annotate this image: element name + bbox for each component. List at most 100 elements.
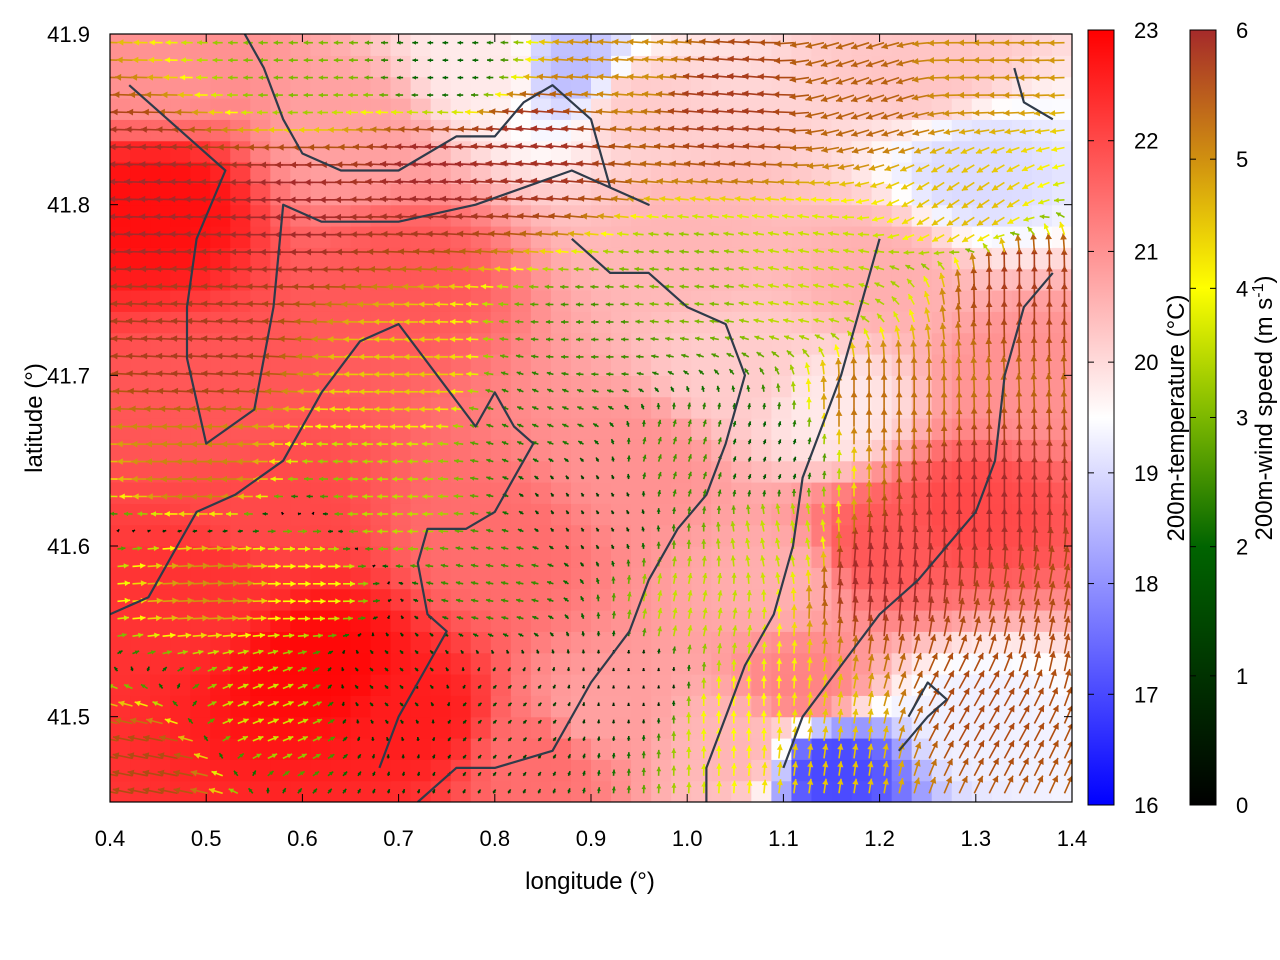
heatmap-cell — [611, 524, 632, 547]
wind-arrow-head — [98, 735, 105, 742]
heatmap-cell — [611, 332, 632, 355]
heatmap-cell — [731, 418, 752, 440]
heatmap-cell — [731, 780, 752, 802]
heatmap-cell — [510, 34, 532, 56]
heatmap-cell — [490, 204, 512, 227]
heatmap-cell — [871, 695, 893, 718]
heatmap-cell — [210, 759, 231, 782]
heatmap-cell — [591, 396, 612, 419]
heatmap-cell — [370, 418, 392, 440]
heatmap-cell — [170, 396, 191, 419]
heatmap-cell — [671, 226, 692, 248]
heatmap-cell — [691, 716, 712, 739]
heatmap-cell — [130, 55, 151, 78]
heatmap-cell — [550, 567, 572, 590]
heatmap-cell — [130, 695, 151, 718]
heatmap-cell — [490, 524, 512, 547]
heatmap-cell — [330, 482, 352, 504]
heatmap-cell — [470, 34, 492, 56]
heatmap-cell — [591, 631, 612, 654]
heatmap-cell — [931, 162, 953, 184]
heatmap-cell — [370, 567, 392, 590]
heatmap-cell — [530, 631, 552, 654]
heatmap-cell — [270, 546, 291, 568]
heatmap-cell — [1051, 247, 1072, 270]
heatmap-cell — [470, 268, 492, 291]
heatmap-cell — [450, 418, 472, 440]
heatmap-cell — [370, 695, 392, 718]
heatmap-cell — [330, 610, 352, 632]
heatmap-cell — [530, 482, 552, 504]
heatmap-cell — [110, 226, 131, 248]
heatmap-cell — [410, 140, 432, 163]
heatmap-cell — [350, 588, 372, 611]
heatmap-cell — [591, 460, 612, 483]
heatmap-cell — [350, 396, 372, 419]
heatmap-cell — [711, 290, 732, 312]
heatmap-cell — [671, 546, 692, 568]
heatmap-cell — [711, 140, 732, 163]
heatmap-cell — [550, 439, 572, 462]
heatmap-cell — [711, 98, 732, 120]
heatmap-cell — [711, 226, 732, 248]
heatmap-cell — [1031, 162, 1053, 184]
heatmap-cell — [430, 226, 452, 248]
heatmap-cell — [450, 183, 472, 206]
heatmap-cell — [490, 226, 512, 248]
heatmap-cell — [731, 567, 752, 590]
heatmap-cell — [651, 140, 672, 163]
heatmap-cell — [510, 738, 532, 760]
heatmap-cell — [250, 546, 271, 568]
heatmap-cell — [791, 588, 813, 611]
heatmap-cell — [931, 55, 953, 78]
heatmap-cell — [330, 780, 352, 802]
heatmap-cell — [350, 716, 372, 739]
heatmap-cell — [991, 418, 1013, 440]
heatmap-cell — [410, 396, 432, 419]
heatmap-cell — [651, 674, 672, 696]
heatmap-cell — [691, 588, 712, 611]
heatmap-cell — [550, 34, 572, 56]
heatmap-cell — [410, 290, 432, 312]
heatmap-cell — [330, 738, 352, 760]
heatmap-cell — [490, 439, 512, 462]
heatmap-cell — [290, 546, 312, 568]
heatmap-cell — [1031, 140, 1053, 163]
heatmap-cell — [370, 290, 392, 312]
heatmap-cell — [991, 524, 1013, 547]
heatmap-cell — [771, 311, 793, 334]
heatmap-cell — [430, 460, 452, 483]
heatmap-cell — [490, 738, 512, 760]
heatmap-cell — [631, 34, 652, 56]
heatmap-cell — [150, 631, 171, 654]
heatmap-cell — [951, 396, 973, 419]
heatmap-cell — [971, 226, 993, 248]
heatmap-cell — [530, 396, 552, 419]
heatmap-cell — [631, 780, 652, 802]
heatmap-cell — [891, 780, 913, 802]
heatmap-cell — [811, 140, 833, 163]
heatmap-cell — [871, 140, 893, 163]
heatmap-cell — [250, 354, 271, 376]
heatmap-cell — [430, 695, 452, 718]
heatmap-cell — [310, 290, 332, 312]
heatmap-cell — [671, 716, 692, 739]
heatmap-cell — [390, 55, 412, 78]
heatmap-cell — [550, 460, 572, 483]
heatmap-cell — [771, 546, 793, 568]
heatmap-cell — [190, 396, 211, 419]
heatmap-cell — [210, 55, 231, 78]
heatmap-cell — [370, 183, 392, 206]
heatmap-cell — [711, 396, 732, 419]
heatmap-cell — [651, 34, 672, 56]
heatmap-cell — [791, 268, 813, 291]
heatmap-cell — [150, 247, 171, 270]
heatmap-cell — [450, 482, 472, 504]
heatmap-cell — [450, 162, 472, 184]
heatmap-cell — [891, 524, 913, 547]
heatmap-cell — [611, 375, 632, 398]
heatmap-cell — [811, 652, 833, 675]
heatmap-cell — [911, 674, 933, 696]
heatmap-cell — [651, 226, 672, 248]
heatmap-cell — [591, 780, 612, 802]
